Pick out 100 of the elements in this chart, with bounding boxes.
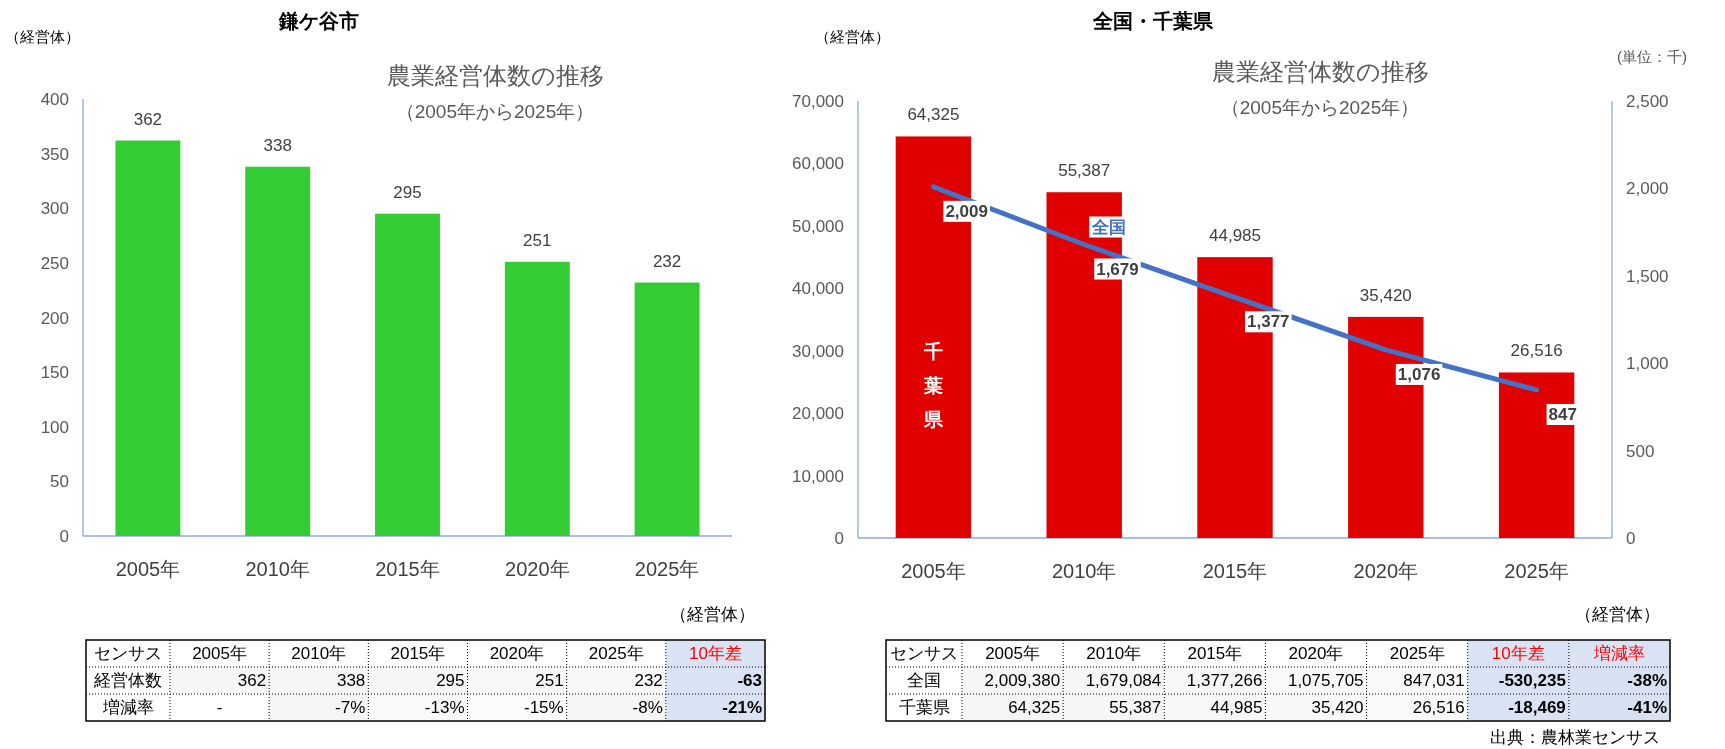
x-tick-label: 2015年	[375, 558, 440, 580]
y2-tick-label: 2,500	[1626, 92, 1669, 111]
x-tick-label: 2020年	[1288, 644, 1344, 663]
data-label: -8%	[632, 698, 663, 717]
y-tick-label: 300	[40, 199, 69, 219]
x-tick-label: 2015年	[1187, 644, 1243, 663]
data-label: 55,387	[1058, 161, 1111, 181]
x-tick-label: 10年差	[1491, 644, 1545, 663]
data-label: 232	[634, 671, 663, 690]
data-label: 1,377,266	[1186, 671, 1263, 690]
data-label: 362	[133, 109, 163, 129]
bar	[115, 140, 181, 536]
data-label: -63	[737, 671, 762, 690]
chart-title: 鎌ケ谷市	[278, 10, 359, 32]
x-tick-label: 2010年	[1051, 560, 1117, 582]
data-label: -13%	[424, 698, 465, 717]
data-label: 26,516	[1510, 341, 1563, 361]
text: -	[216, 698, 223, 717]
data-label: -38%	[1627, 671, 1667, 690]
data-label: -7%	[335, 698, 366, 717]
y-axis-title: （経営体）	[4, 28, 80, 45]
y-tick-label: 100	[40, 417, 69, 437]
y-tick-label: 70,000	[792, 92, 844, 111]
data-label: 2,009	[945, 201, 988, 221]
text: （経営体）	[670, 605, 755, 624]
data-label: 251	[523, 230, 552, 250]
data-label: 64,325	[907, 105, 960, 125]
data-label: 2,009,380	[984, 671, 1061, 690]
data-label: 362	[237, 671, 267, 690]
y2-axis-title: (単位：千)	[1617, 48, 1687, 65]
x-tick-label: 2020年	[505, 558, 570, 580]
bar	[504, 261, 570, 536]
y-tick-label: 0	[834, 529, 844, 548]
y-axis-title: センサス	[890, 644, 958, 663]
data-label: 64,325	[1008, 698, 1061, 717]
y-tick-label: 50	[50, 472, 69, 492]
y-tick-label: 40,000	[792, 279, 844, 299]
y2-tick-label: 0	[1626, 529, 1636, 548]
x-tick-label: 2025年	[634, 558, 700, 580]
x-tick-label: 2005年	[901, 560, 966, 582]
x-tick-label: 2005年	[115, 558, 181, 580]
y-tick-label: 60,000	[792, 154, 844, 174]
data-label: -530,235	[1498, 671, 1566, 690]
x-tick-label: 2025年	[1389, 644, 1445, 663]
x-tick-label: 2005年	[985, 644, 1040, 663]
data-label: -41%	[1627, 698, 1667, 717]
x-tick-label: 2010年	[291, 644, 347, 663]
chart-subtitle: 農業経営体数の推移	[1211, 58, 1429, 85]
y-tick-label: 10,000	[792, 466, 844, 486]
x-tick-label: 2015年	[1202, 560, 1268, 582]
data-label: 295	[393, 182, 422, 202]
data-label: 35,420	[1311, 698, 1364, 717]
bar	[245, 166, 311, 536]
chart-title: 全国・千葉県	[1092, 10, 1214, 32]
data-label: 35,420	[1359, 285, 1412, 305]
data-label: 44,985	[1210, 698, 1263, 717]
data-label: 1,679,084	[1085, 671, 1162, 690]
data-label: -15%	[523, 698, 564, 717]
y-tick-label: 経営体数	[93, 671, 162, 690]
y-axis-title: （経営体）	[814, 28, 890, 45]
y-tick-label: 50,000	[792, 216, 844, 236]
x-tick-label: 2005年	[192, 644, 247, 663]
x-tick-label: 2015年	[390, 644, 446, 663]
y-tick-label: 30,000	[792, 341, 844, 361]
data-label: 1,075,705	[1287, 671, 1364, 690]
x-tick-label: 10年差	[688, 644, 742, 663]
y-tick-label: 20,000	[792, 404, 844, 424]
x-tick-label: 増減率	[1592, 644, 1645, 663]
data-label: 1,679	[1096, 259, 1139, 279]
data-label: 232	[652, 251, 682, 271]
bar	[375, 213, 440, 536]
text: （経営体）	[1575, 605, 1660, 624]
data-label: 338	[263, 135, 292, 155]
x-tick-label: 2010年	[1086, 644, 1142, 663]
y-tick-label: 400	[40, 90, 69, 109]
data-label: 55,387	[1109, 698, 1162, 717]
x-tick-label: 2010年	[245, 558, 310, 580]
data-label: 44,985	[1209, 226, 1261, 246]
data-label: 847	[1548, 404, 1577, 424]
y-tick-label: 250	[40, 253, 69, 273]
data-label: 26,516	[1412, 698, 1465, 717]
data-label: 1,377	[1247, 312, 1290, 332]
data-label: 338	[336, 671, 366, 690]
y2-tick-label: 500	[1626, 441, 1655, 461]
annotation: （2005年から2025年）	[395, 101, 595, 122]
data-label: 847,031	[1403, 671, 1465, 690]
bar	[634, 282, 700, 536]
data-label: 1,076	[1397, 364, 1441, 384]
x-tick-label: 2025年	[1504, 560, 1569, 582]
annotation: （2005年から2025年）	[1220, 97, 1420, 118]
y2-tick-label: 1,000	[1626, 354, 1669, 374]
y2-tick-label: 2,000	[1626, 179, 1669, 199]
source-note: 出典：農林業センサス	[1490, 728, 1660, 747]
data-label: 251	[535, 671, 564, 690]
y-tick-label: 350	[40, 144, 69, 164]
data-label: 295	[436, 671, 465, 690]
data-label: -21%	[722, 698, 762, 717]
x-tick-label: 2025年	[588, 644, 644, 663]
data-label: -18,469	[1508, 698, 1566, 717]
y2-tick-label: 1,500	[1626, 266, 1669, 286]
